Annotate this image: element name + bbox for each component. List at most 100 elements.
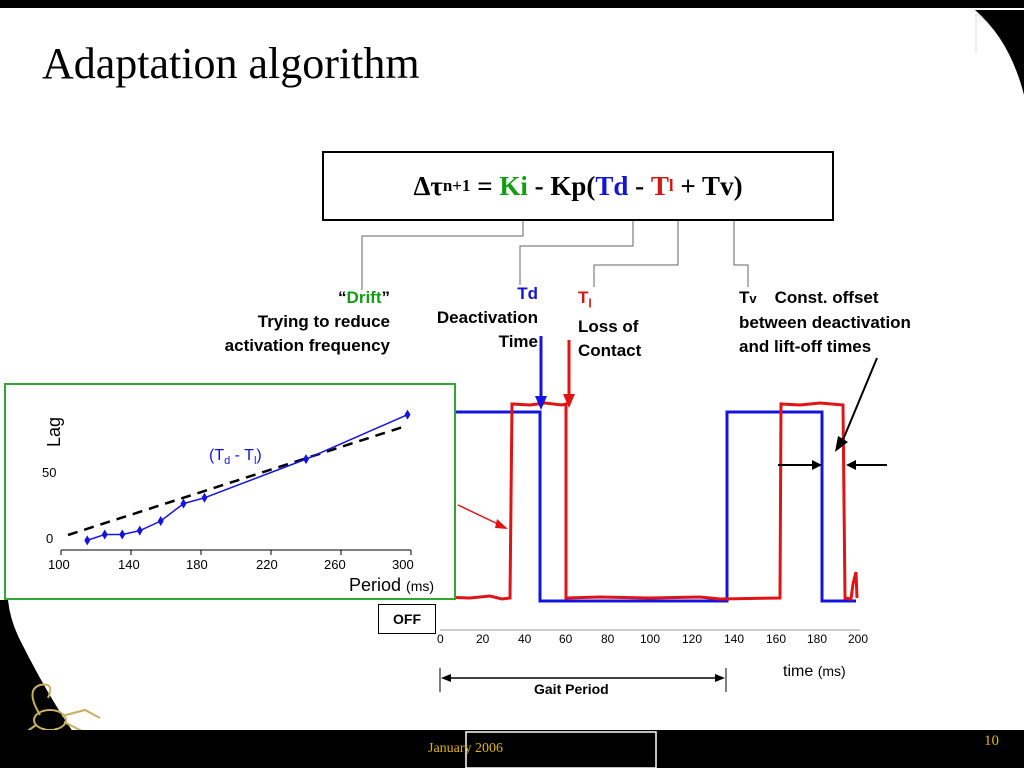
series-label-open: (T [209,447,225,464]
drift-pointer-head [495,519,508,529]
time-axis-label: time (ms) [783,663,846,681]
activation-signal [440,410,856,603]
time-tick: 200 [848,632,869,646]
tl-line1: Loss of [578,317,639,337]
td-label: Td [517,284,538,303]
series-point [180,498,187,509]
tv-pointer-head [835,436,848,452]
tv-line0: Const. offset [774,288,879,307]
period-unit: (ms) [406,578,435,594]
time-unit: (ms) [817,663,846,679]
drift-quote-open: “ [338,288,347,307]
time-ticks: 0 20 40 60 80 100 120 140 160 180 200 [0,632,1024,648]
tv-arrow-left-head [812,460,822,470]
series-point [404,409,411,420]
td-annotation: Td Deactivation Time [400,282,538,354]
time-tick: 20 [476,632,490,646]
tv-connector [733,221,749,287]
series-point [157,516,164,526]
inset-ytick-0: 0 [46,531,54,546]
tv-line2: and lift-off times [739,337,872,356]
formula-tl-sub: l [668,176,674,195]
td-connector [519,221,634,285]
left-black-swoosh [0,600,100,768]
formula-tl: T [650,170,669,201]
inset-xtick: 140 [118,557,140,572]
drift-connector [361,221,524,290]
inset-xticks-row: 100 140 180 220 260 300 [6,557,454,573]
right-black-curve [975,10,1024,95]
tl-arrowhead [563,394,575,408]
gait-period-label: Gait Period [534,681,609,697]
tv-annotation: Tv Const. offset between deactivation and… [739,286,911,359]
off-label: OFF [378,604,436,634]
series-point [119,529,126,540]
trend-line [67,424,407,537]
inset-series-label: (Td - Tl) [209,447,262,467]
drift-annotation: “Drift” Trying to reduce activation freq… [200,286,390,358]
time-tick: 140 [724,632,745,646]
drift-quote-close: ” [381,288,391,307]
inset-xlabel: Period (ms) [349,575,434,596]
series-point [201,492,208,503]
td-line1: Deactivation [436,308,538,327]
inset-ylabel: Lag [44,416,64,447]
slide-title: Adaptation algorithm [42,39,420,88]
formula-eq: = [470,170,500,201]
page-number: 10 [984,733,999,749]
drift-line2: activation frequency [224,336,390,355]
inset-svg [60,409,412,555]
drift-word: Drift [346,288,382,307]
inset-ytick-50: 50 [42,465,57,480]
gait-arrow-left [441,674,451,682]
formula-minus: - [628,170,651,201]
series-label-mid: - T [230,447,254,464]
tv-line1: between deactivation [739,313,911,332]
period-label: Period [349,575,402,595]
inset-xtick: 100 [48,557,70,572]
formula-td: Td [595,170,629,201]
time-tick: 160 [766,632,787,646]
series-label-sub2: l [253,455,257,468]
time-tick: 60 [559,632,573,646]
series-label-sub1: d [224,455,231,468]
series-point [136,525,143,536]
inset-xtick: 300 [392,557,414,572]
drift-pointer-line [457,504,501,526]
drift-line1: Trying to reduce [257,312,390,331]
td-arrowhead [535,396,547,410]
formula-kp: - Kp( [527,170,596,201]
tl-label-sub: l [588,296,592,311]
inset-chart: Lag 50 0 100 140 180 220 260 300 (Td - T… [4,383,456,600]
footer-decoration [465,731,657,768]
tl-line2: Contact [578,341,642,361]
inset-xtick: 220 [256,557,278,572]
formula-subscript: n+1 [442,176,471,195]
time-tick: 40 [518,632,532,646]
gait-arrow-right [715,674,725,682]
tv-arrow-right-head [846,460,856,470]
inset-xtick: 260 [324,557,346,572]
formula-ki: Ki [499,170,528,201]
footer-bar [0,730,1024,768]
time-tick: 80 [601,632,615,646]
series-point [303,454,309,465]
formula-tv: + Tv) [673,170,743,201]
delta-tau: Δτ [413,170,443,201]
series-label-close: ) [256,447,262,464]
tv-pointer-line [839,357,878,448]
inset-xtick: 180 [186,557,208,572]
time-tick: 0 [437,632,444,646]
series-point [84,535,91,546]
tl-label: T [578,288,589,307]
td-line2: Time [498,332,538,351]
time-tick: 100 [640,632,661,646]
tl-annotation: Tl Loss of Contact [578,286,641,363]
footer-box [465,731,657,768]
top-bar [0,0,1024,8]
time-tick: 180 [807,632,828,646]
